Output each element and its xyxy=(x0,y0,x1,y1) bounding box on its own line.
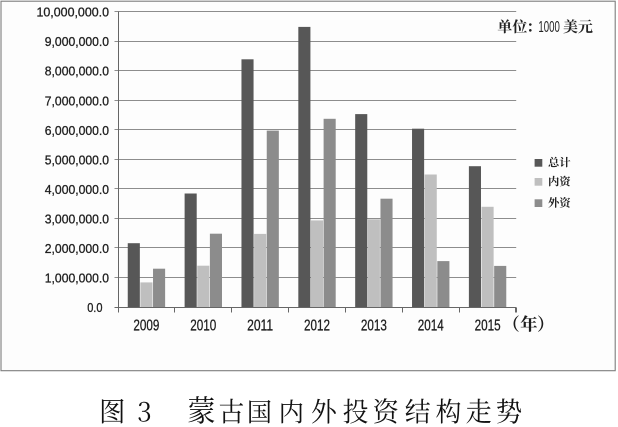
svg-text:4,000,000.0: 4,000,000.0 xyxy=(45,182,109,197)
svg-text:2010: 2010 xyxy=(190,317,216,334)
svg-text:0.0: 0.0 xyxy=(87,300,102,315)
svg-text:2013: 2013 xyxy=(361,317,387,334)
svg-text:5,000,000.0: 5,000,000.0 xyxy=(45,152,109,167)
svg-text:2012: 2012 xyxy=(304,317,330,334)
svg-text:2015: 2015 xyxy=(475,317,501,334)
svg-text:2011: 2011 xyxy=(247,317,273,334)
svg-text:3,000,000.0: 3,000,000.0 xyxy=(45,211,109,226)
svg-text:8,000,000.0: 8,000,000.0 xyxy=(45,64,109,79)
svg-text:2,000,000.0: 2,000,000.0 xyxy=(45,241,109,256)
svg-text:7,000,000.0: 7,000,000.0 xyxy=(45,93,109,108)
svg-text:10,000,000.0: 10,000,000.0 xyxy=(37,5,110,20)
svg-text:6,000,000.0: 6,000,000.0 xyxy=(45,123,109,138)
svg-text:2014: 2014 xyxy=(418,317,444,334)
svg-text:1000: 1000 xyxy=(538,19,559,36)
svg-text:9,000,000.0: 9,000,000.0 xyxy=(45,34,109,49)
svg-text:1,000,000.0: 1,000,000.0 xyxy=(45,270,109,285)
svg-text:2009: 2009 xyxy=(133,317,159,334)
